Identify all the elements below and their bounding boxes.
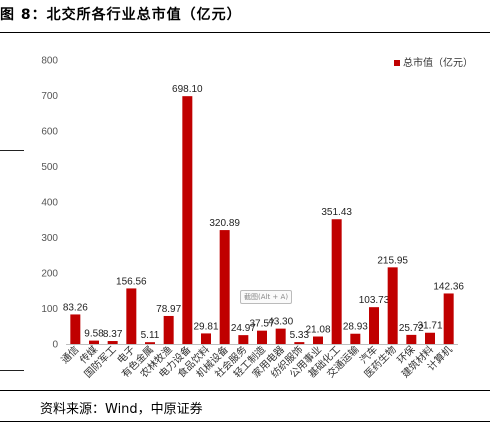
bar — [219, 230, 230, 344]
top-rule — [0, 32, 490, 33]
bar — [313, 336, 323, 344]
data-label: 698.10 — [172, 84, 203, 95]
bar — [145, 342, 155, 344]
bar — [126, 288, 137, 344]
y-tick-label: 400 — [41, 198, 58, 209]
data-label: 21.08 — [305, 325, 330, 336]
source-note: 资料来源：Wind，中原证券 — [40, 402, 203, 417]
y-tick-label: 200 — [41, 269, 58, 280]
data-label: 25.72 — [399, 323, 424, 334]
data-label: 83.26 — [63, 302, 88, 313]
bar — [163, 315, 174, 344]
y-tick-label: 700 — [41, 91, 58, 102]
bar — [182, 96, 193, 344]
screenshot-overlay-label: 截图(Alt + A) — [240, 290, 293, 304]
data-label: 5.33 — [290, 330, 310, 341]
left-margin-mark — [0, 150, 24, 151]
bar — [70, 314, 81, 344]
bar — [443, 293, 454, 344]
data-label: 320.89 — [209, 218, 240, 229]
data-label: 31.71 — [417, 321, 442, 332]
bar — [257, 330, 267, 344]
bar — [387, 267, 398, 344]
y-tick-label: 0 — [52, 340, 58, 351]
bar — [425, 332, 435, 344]
data-label: 78.97 — [156, 304, 181, 315]
data-label: 43.30 — [268, 317, 293, 328]
y-tick-label: 500 — [41, 162, 58, 173]
bar — [331, 219, 342, 344]
legend-swatch — [394, 60, 400, 66]
legend-label: 总市值（亿元） — [403, 56, 473, 69]
y-tick-label: 800 — [41, 56, 58, 67]
footer-rule — [0, 421, 490, 422]
data-label: 5.11 — [141, 330, 160, 341]
data-label: 8.37 — [103, 329, 123, 340]
bar — [294, 342, 305, 344]
data-label: 9.58 — [84, 329, 104, 340]
data-label: 156.56 — [116, 276, 147, 287]
data-label: 351.43 — [321, 207, 352, 218]
data-label: 37.57 — [249, 319, 274, 330]
bar — [89, 340, 99, 344]
y-tick-label: 600 — [41, 127, 58, 138]
bar — [201, 333, 211, 344]
bar — [275, 328, 286, 344]
y-tick-label: 100 — [41, 304, 58, 315]
data-label: 103.73 — [359, 295, 390, 306]
bar — [350, 333, 361, 344]
data-label: 142.36 — [433, 281, 464, 292]
bar — [369, 307, 379, 344]
data-label: 28.93 — [343, 322, 368, 333]
bar — [238, 335, 249, 344]
data-label: 24.97 — [231, 323, 256, 334]
data-label: 215.95 — [377, 255, 408, 266]
data-label: 29.81 — [193, 321, 218, 332]
y-tick-label: 300 — [41, 233, 58, 244]
bottom-rule — [0, 390, 490, 391]
x-tick-label: 通信 — [59, 344, 82, 367]
bar — [406, 334, 417, 344]
figure-title: 图 8：北交所各行业总市值（亿元） — [0, 7, 242, 23]
bar — [107, 341, 118, 344]
left-margin-mark — [0, 370, 24, 371]
